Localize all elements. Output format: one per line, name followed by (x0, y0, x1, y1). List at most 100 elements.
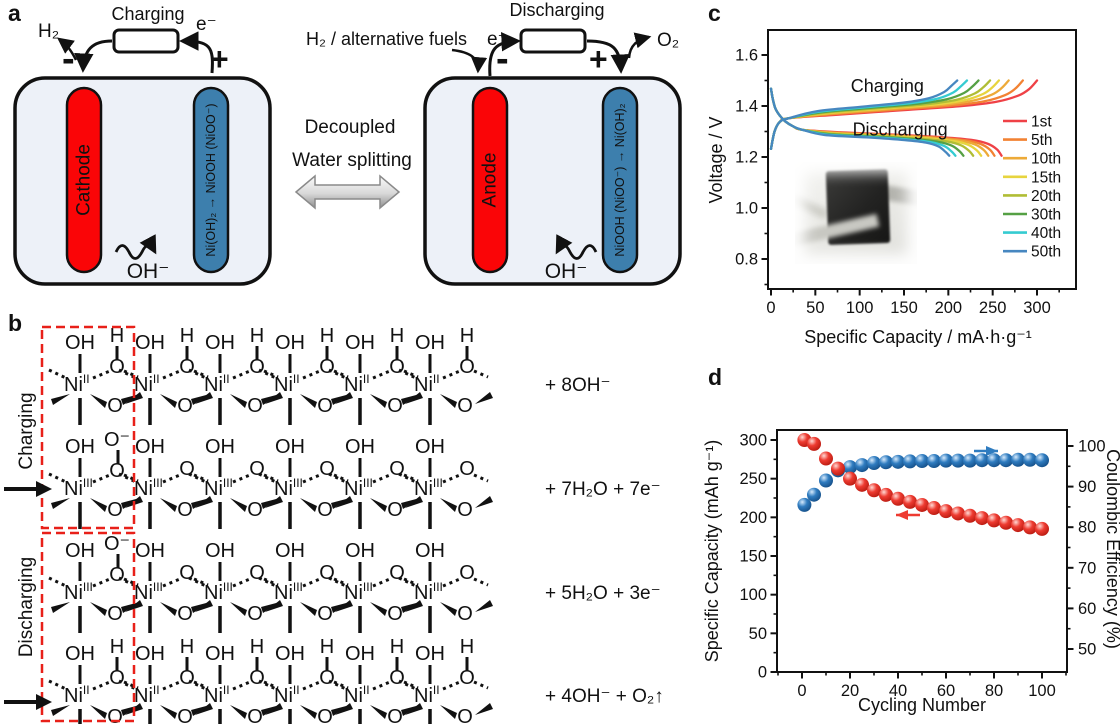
legend-label: 5th (1031, 132, 1053, 149)
svg-text:O: O (107, 499, 123, 521)
svg-text:NiII: NiII (134, 372, 160, 396)
efficiency-point (915, 454, 929, 469)
svg-text:O: O (179, 667, 195, 689)
svg-text:OH: OH (205, 436, 235, 458)
ni-unit: NiIII OH OO (328, 540, 423, 633)
svg-text:OH: OH (345, 540, 375, 562)
anode-label: Anode (480, 153, 501, 208)
svg-text:O: O (387, 603, 403, 625)
svg-text:NiII: NiII (204, 683, 230, 707)
svg-text:O: O (107, 706, 123, 724)
svg-text:O: O (107, 603, 123, 625)
charge-curve-50th (769, 79, 959, 150)
legend-label: 40th (1031, 225, 1061, 242)
svg-text:NiII: NiII (414, 683, 440, 707)
resistor-box-left (112, 28, 180, 54)
svg-text:O: O (389, 458, 405, 480)
svg-text:NiIII: NiIII (274, 476, 303, 500)
right-tick-label: 60 (1078, 600, 1096, 618)
annotation-charging: Charging (851, 76, 924, 96)
svg-text:O: O (177, 706, 193, 724)
anode-electrode (471, 86, 509, 274)
panel-a-label: a (8, 0, 21, 26)
svg-text:NiIII: NiIII (414, 580, 443, 604)
svg-text:OH: OH (205, 643, 235, 665)
svg-text:OH: OH (205, 540, 235, 562)
svg-text:OH: OH (65, 540, 95, 562)
cathode-label: Cathode (74, 144, 95, 216)
x-tick-label: 50 (806, 299, 824, 317)
panel-c-label: c (708, 0, 721, 26)
efficiency-point (1011, 452, 1025, 467)
svg-text:O: O (109, 667, 125, 689)
svg-text:O: O (319, 458, 335, 480)
svg-text:O: O (459, 458, 475, 480)
capacity-point (843, 471, 857, 486)
svg-text:NiII: NiII (274, 683, 300, 707)
ni-unit: NiIII OH OO (258, 436, 353, 529)
svg-text:OH: OH (345, 643, 375, 665)
electron-label-left: e⁻ (196, 14, 217, 35)
x-tick-label: 20 (841, 682, 859, 700)
svg-text:O: O (457, 603, 473, 625)
double-headed-arrow-icon (294, 174, 401, 210)
legend-label: 15th (1031, 169, 1061, 186)
discharging-side-label: Discharging (16, 556, 37, 658)
ni-unit: NiIII OH O⁻ OO (48, 533, 143, 633)
svg-text:OH: OH (65, 643, 95, 665)
svg-text:O: O (457, 499, 473, 521)
svg-text:O: O (389, 356, 405, 378)
equation: + 7H₂O + 7e⁻ (545, 479, 661, 500)
svg-text:O: O (317, 395, 333, 417)
nickel-electrode-left-label: Ni(OH)₂ → NiOOH (NiOO⁻) (204, 103, 218, 256)
capacity-point (915, 497, 929, 512)
svg-text:H: H (390, 636, 404, 658)
svg-text:OH: OH (345, 436, 375, 458)
svg-text:O: O (247, 499, 263, 521)
discharging-title: Discharging (509, 0, 604, 20)
svg-text:OH: OH (65, 436, 95, 458)
svg-text:O: O (459, 562, 475, 584)
charging-title: Charging (111, 4, 184, 24)
panel-a-schematic: Charging e⁻ H₂ - + Cathode Ni(OH)₂ → NiO… (13, 0, 682, 286)
efficiency-point (843, 460, 857, 475)
minus-terminal-left: - (62, 38, 75, 80)
x-tick-label: 150 (890, 299, 918, 317)
efficiency-point (807, 487, 821, 502)
capacity-point (987, 513, 1001, 528)
efficiency-point (903, 454, 917, 469)
fuel-label: H₂ / alternative fuels (306, 29, 467, 49)
svg-text:O: O (249, 356, 265, 378)
charging-side-label: Charging (16, 392, 37, 470)
ni-unit: NiIII OH OO (118, 436, 213, 529)
svg-text:OH: OH (135, 332, 165, 354)
capacity-point (999, 515, 1013, 530)
svg-text:OH: OH (135, 643, 165, 665)
efficiency-point (891, 454, 905, 469)
svg-text:O⁻: O⁻ (104, 429, 130, 451)
plus-terminal-left: + (210, 41, 229, 77)
svg-text:O: O (389, 667, 405, 689)
svg-text:H: H (250, 636, 264, 658)
h2-label: H₂ (38, 21, 59, 42)
svg-text:OH: OH (415, 436, 445, 458)
capacity-point (855, 477, 869, 492)
capacity-point (927, 501, 941, 516)
svg-text:O: O (387, 706, 403, 724)
oh-ion-label-right: OH⁻ (545, 260, 588, 283)
right-tick-label: 100 (1078, 438, 1106, 456)
svg-text:NiII: NiII (134, 683, 160, 707)
svg-text:O: O (387, 395, 403, 417)
svg-text:OH: OH (135, 540, 165, 562)
svg-text:NiIII: NiIII (64, 476, 93, 500)
right-tick-label: 50 (1078, 641, 1096, 659)
svg-text:O: O (247, 395, 263, 417)
legend-label: 30th (1031, 207, 1061, 224)
svg-text:NiII: NiII (414, 372, 440, 396)
